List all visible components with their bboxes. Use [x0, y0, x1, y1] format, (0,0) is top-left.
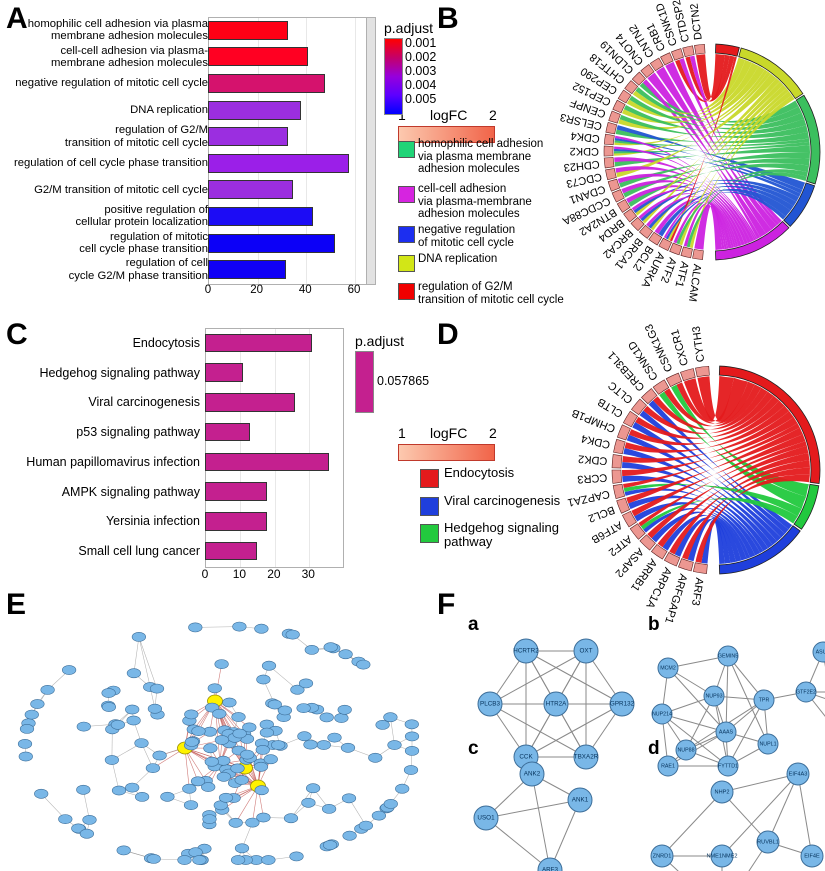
- svg-text:ARF3: ARF3: [542, 867, 559, 871]
- svg-text:NHP2: NHP2: [715, 789, 730, 795]
- svg-text:ANK2: ANK2: [524, 771, 541, 778]
- svg-text:OXT: OXT: [580, 648, 593, 655]
- svg-text:USO1: USO1: [477, 815, 495, 822]
- svg-text:NUP214: NUP214: [652, 711, 672, 717]
- svg-text:RUVBL1: RUVBL1: [757, 839, 779, 845]
- svg-text:TPR: TPR: [759, 697, 770, 703]
- svg-text:HTR2A: HTR2A: [546, 701, 567, 708]
- svg-text:MCM2: MCM2: [660, 665, 676, 671]
- svg-text:NUPL1: NUPL1: [759, 741, 776, 747]
- svg-text:PLCB3: PLCB3: [480, 701, 500, 708]
- svg-text:CYTH3: CYTH3: [691, 325, 708, 362]
- svg-text:ASUN: ASUN: [816, 649, 825, 655]
- svg-text:CDH23: CDH23: [563, 158, 600, 174]
- svg-text:CDK2: CDK2: [570, 145, 599, 157]
- svg-text:CDK4: CDK4: [580, 432, 611, 451]
- svg-text:EIF4E: EIF4E: [804, 853, 820, 859]
- svg-text:GEMIN5: GEMIN5: [718, 653, 738, 659]
- svg-text:HCRTR2: HCRTR2: [513, 648, 539, 655]
- svg-text:NME1NME2: NME1NME2: [706, 853, 737, 859]
- svg-text:CCR3: CCR3: [577, 471, 608, 485]
- svg-text:CXCR1: CXCR1: [669, 328, 691, 367]
- svg-text:DCTN2: DCTN2: [689, 3, 705, 41]
- svg-text:CAPZA1: CAPZA1: [566, 487, 610, 508]
- svg-text:CDK2: CDK2: [578, 452, 608, 466]
- svg-text:NUP88: NUP88: [677, 747, 694, 753]
- svg-text:EIF4A3: EIF4A3: [789, 771, 808, 777]
- svg-text:GTF2E2: GTF2E2: [796, 689, 816, 695]
- svg-text:ANK1: ANK1: [572, 797, 589, 804]
- svg-text:GPR132: GPR132: [610, 701, 635, 708]
- svg-text:BCL2: BCL2: [586, 503, 616, 524]
- svg-text:NUP93: NUP93: [705, 693, 722, 699]
- svg-text:ZNRD1: ZNRD1: [653, 853, 672, 859]
- svg-text:AAAS: AAAS: [719, 729, 734, 735]
